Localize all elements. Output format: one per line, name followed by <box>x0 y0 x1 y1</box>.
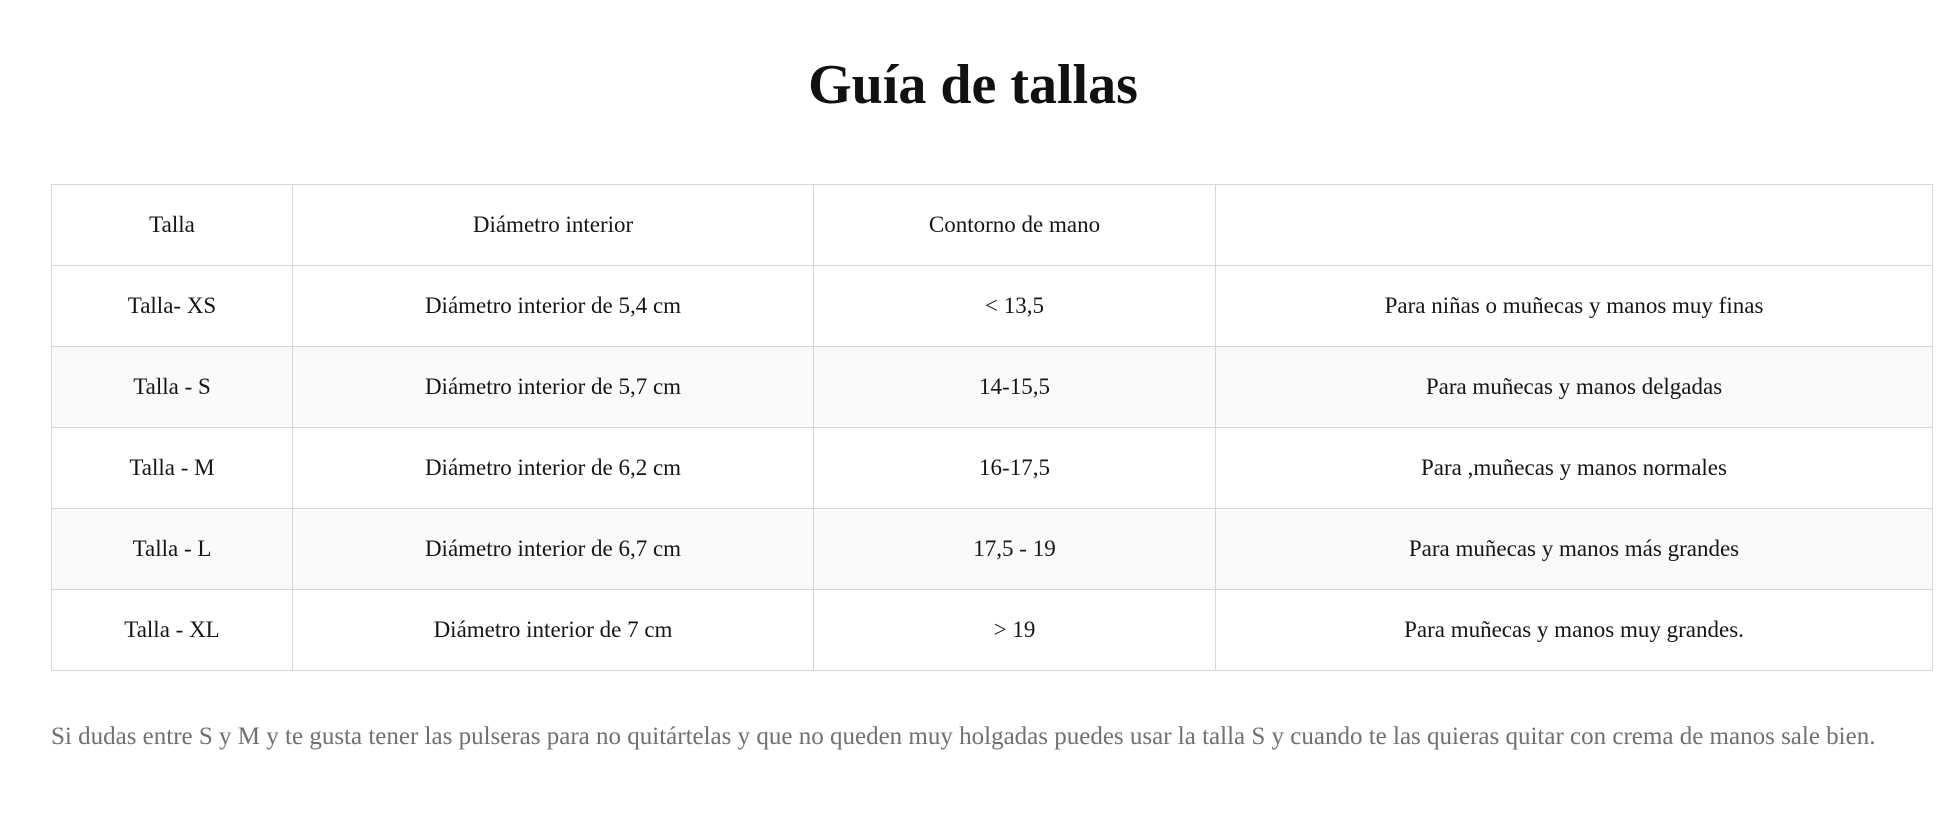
cell-size: Talla - S <box>51 346 293 428</box>
size-guide-table: Talla Diámetro interior Contorno de mano… <box>51 184 1933 671</box>
cell-diameter: Diámetro interior de 5,7 cm <box>292 346 814 428</box>
table-row: Talla - S Diámetro interior de 5,7 cm 14… <box>51 346 1933 428</box>
cell-description: Para muñecas y manos delgadas <box>1215 346 1933 428</box>
table-row: Talla - M Diámetro interior de 6,2 cm 16… <box>51 427 1933 509</box>
header-description <box>1215 184 1933 266</box>
cell-circumference: < 13,5 <box>813 265 1216 347</box>
cell-circumference: 14-15,5 <box>813 346 1216 428</box>
cell-diameter: Diámetro interior de 6,7 cm <box>292 508 814 590</box>
table-row: Talla - XL Diámetro interior de 7 cm > 1… <box>51 589 1933 671</box>
cell-size: Talla- XS <box>51 265 293 347</box>
table-header-row: Talla Diámetro interior Contorno de mano <box>51 184 1933 266</box>
cell-circumference: > 19 <box>813 589 1216 671</box>
header-size: Talla <box>51 184 293 266</box>
header-hand-circumference: Contorno de mano <box>813 184 1216 266</box>
cell-description: Para muñecas y manos más grandes <box>1215 508 1933 590</box>
size-advice-note: Si dudas entre S y M y te gusta tener la… <box>51 723 1876 750</box>
table-row: Talla- XS Diámetro interior de 5,4 cm < … <box>51 265 1933 347</box>
cell-circumference: 17,5 - 19 <box>813 508 1216 590</box>
cell-size: Talla - M <box>51 427 293 509</box>
cell-description: Para ,muñecas y manos normales <box>1215 427 1933 509</box>
header-inner-diameter: Diámetro interior <box>292 184 814 266</box>
cell-description: Para niñas o muñecas y manos muy finas <box>1215 265 1933 347</box>
page-title: Guía de tallas <box>808 54 1138 116</box>
table-row: Talla - L Diámetro interior de 6,7 cm 17… <box>51 508 1933 590</box>
cell-diameter: Diámetro interior de 7 cm <box>292 589 814 671</box>
cell-diameter: Diámetro interior de 5,4 cm <box>292 265 814 347</box>
cell-description: Para muñecas y manos muy grandes. <box>1215 589 1933 671</box>
cell-diameter: Diámetro interior de 6,2 cm <box>292 427 814 509</box>
cell-size: Talla - XL <box>51 589 293 671</box>
cell-circumference: 16-17,5 <box>813 427 1216 509</box>
cell-size: Talla - L <box>51 508 293 590</box>
